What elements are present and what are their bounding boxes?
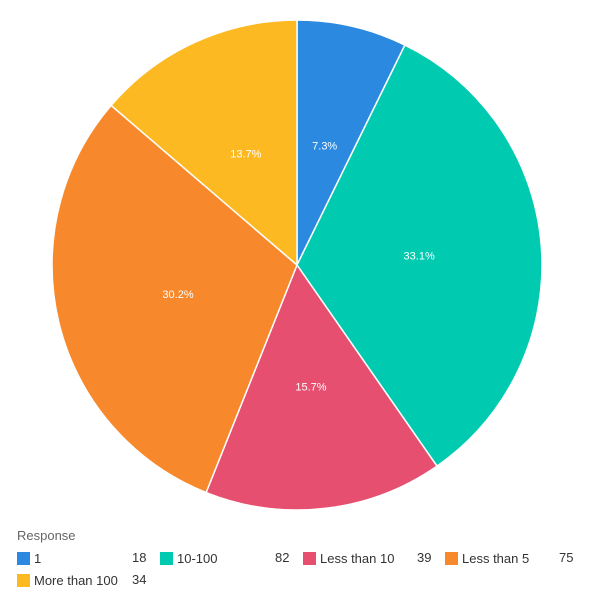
slice-percentage-label: 33.1% <box>404 251 435 263</box>
legend-label: 1 <box>34 550 42 566</box>
legend-title: Response <box>17 528 76 543</box>
pie-slice-1[interactable] <box>296 19 406 266</box>
legend-swatch <box>17 551 30 565</box>
legend-item-10-100[interactable]: 10-100 <box>160 550 217 566</box>
pie-slice-10-100[interactable] <box>296 44 543 468</box>
legend-label: Less than 10 <box>320 550 395 566</box>
legend-swatch <box>17 573 30 587</box>
slice-percentage-label: 30.2% <box>162 289 193 301</box>
legend-count: 75 <box>559 550 574 565</box>
legend-label: 10-100 <box>177 550 218 566</box>
legend-swatch <box>160 551 173 565</box>
legend-label: Less than 5 <box>462 550 530 566</box>
pie-chart: 7.3% 33.1% 15.7% 30.2% 13.7% <box>51 19 543 511</box>
legend-item-less-than-10[interactable]: Less than 10 <box>303 550 394 566</box>
slice-percentage-label: 7.3% <box>312 141 337 153</box>
legend-swatch <box>303 551 316 565</box>
legend-count: 39 <box>417 550 432 565</box>
legend-count: 18 <box>132 550 147 565</box>
legend-item-1[interactable]: 1 <box>17 550 41 566</box>
legend-count: 82 <box>275 550 290 565</box>
pie-slice-less-than-5[interactable] <box>51 104 298 494</box>
legend-item-more-than-100[interactable]: More than 100 <box>17 572 118 588</box>
legend-count: 34 <box>132 572 147 587</box>
slice-percentage-label: 13.7% <box>230 149 261 161</box>
legend-item-less-than-5[interactable]: Less than 5 <box>445 550 529 566</box>
slice-percentage-label: 15.7% <box>295 382 326 394</box>
legend-swatch <box>445 551 458 565</box>
pie-slice-more-than-100[interactable] <box>110 19 298 267</box>
pie-slice-less-than-10[interactable] <box>205 263 439 511</box>
legend-label: More than 100 <box>34 572 118 588</box>
